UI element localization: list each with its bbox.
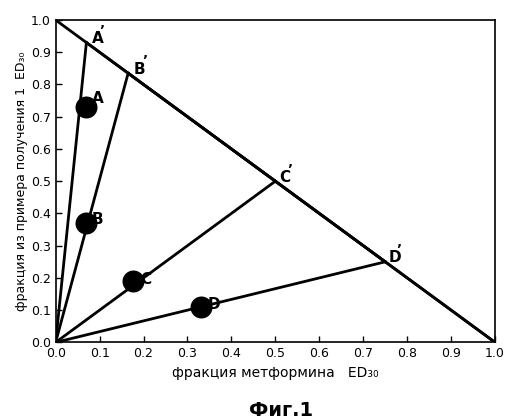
Text: C: C <box>140 272 151 287</box>
Point <box>128 278 137 284</box>
Text: B: B <box>134 61 146 76</box>
Text: D: D <box>207 297 220 312</box>
Text: ’: ’ <box>287 163 292 177</box>
Text: ’: ’ <box>397 243 402 257</box>
Text: ’: ’ <box>142 54 147 68</box>
Text: C: C <box>279 171 290 186</box>
Point <box>82 104 90 110</box>
X-axis label: фракция метформина   ED₃₀: фракция метформина ED₃₀ <box>172 366 379 380</box>
Point <box>197 304 205 310</box>
Text: A: A <box>92 31 103 46</box>
Text: D: D <box>389 250 401 265</box>
Point <box>82 220 90 226</box>
Y-axis label: фракция из примера получения 1  ED₃₀: фракция из примера получения 1 ED₃₀ <box>15 52 28 311</box>
Text: ’: ’ <box>100 24 105 38</box>
Text: A: A <box>92 92 104 107</box>
Text: B: B <box>92 213 103 227</box>
Text: Фиг.1: Фиг.1 <box>249 401 313 420</box>
